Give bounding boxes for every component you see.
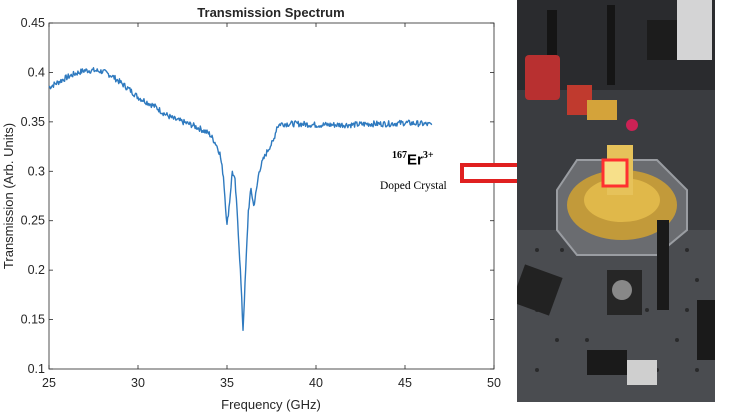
x-tick-label: 40 — [309, 376, 323, 390]
doped-crystal-caption: Doped Crystal — [380, 180, 447, 192]
x-tick-label: 35 — [220, 376, 234, 390]
y-tick-label: 0.1 — [28, 362, 45, 376]
y-tick-label: 0.25 — [21, 214, 45, 228]
x-tick-label: 50 — [487, 376, 501, 390]
y-axis-label: Transmission (Arb. Units) — [1, 123, 16, 269]
series-line-transmission — [48, 67, 433, 332]
y-tick-label: 0.4 — [28, 65, 45, 79]
tick-layer: 25 30 35 40 45 50 0.1 0.15 0.2 0.25 0.3 0.35 0.4 0.45 — [21, 16, 501, 390]
y-tick-label: 0.35 — [21, 115, 45, 129]
x-tick-label: 25 — [42, 376, 56, 390]
x-tick-label: 30 — [131, 376, 145, 390]
y-tick-label: 0.2 — [28, 263, 45, 277]
y-tick-label: 0.3 — [28, 164, 45, 178]
lab-setup-photo — [517, 0, 715, 402]
isotope-label: 167Er3+ — [392, 150, 434, 169]
y-tick-label: 0.15 — [21, 313, 45, 327]
y-tick-label: 0.45 — [21, 16, 45, 30]
x-tick-label: 45 — [398, 376, 412, 390]
ion-charge: 3+ — [422, 150, 434, 161]
element-symbol: Er — [407, 151, 423, 169]
x-axis-label: Frequency (GHz) — [221, 397, 321, 412]
chart-title: Transmission Spectrum — [197, 5, 344, 20]
isotope-mass: 167 — [392, 150, 407, 161]
plot-area — [48, 22, 495, 370]
